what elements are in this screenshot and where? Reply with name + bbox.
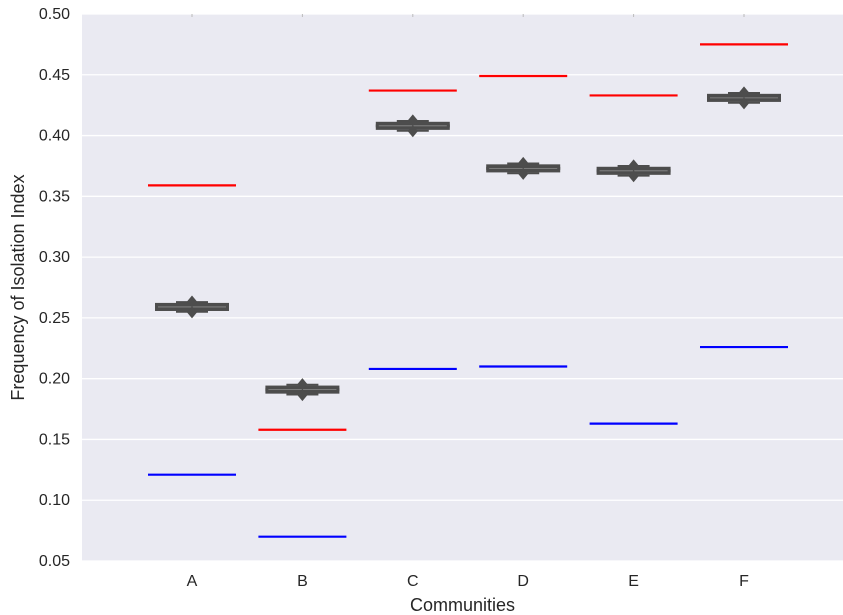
x-tick-label: B (297, 573, 308, 590)
y-tick-label: 0.10 (39, 492, 70, 509)
box-d (486, 156, 561, 180)
box-b (265, 378, 340, 402)
y-axis-title: Frequency of Isolation Index (8, 174, 28, 400)
x-tick-label: D (517, 573, 529, 590)
x-tick-label: F (739, 573, 749, 590)
y-axis-ticks: 0.05 0.10 0.15 0.20 0.25 0.30 0.35 0.40 0.45 0.50 (39, 6, 70, 570)
y-tick-label: 0.05 (39, 553, 70, 570)
boxes (155, 86, 781, 402)
x-tick-label: E (628, 573, 639, 590)
y-tick-label: 0.40 (39, 128, 70, 145)
box-e (596, 159, 671, 183)
y-tick-label: 0.15 (39, 431, 70, 448)
outlier-low (518, 167, 529, 180)
x-axis-ticks: A B C D E F (187, 14, 749, 590)
outlier-high (187, 295, 197, 308)
y-tick-label: 0.35 (39, 188, 70, 205)
x-tick-label: C (407, 573, 419, 590)
plot-background (82, 14, 843, 561)
outlier-high (407, 114, 418, 127)
box-a (155, 295, 229, 319)
y-tick-label: 0.25 (39, 310, 70, 327)
x-axis-title: Communities (410, 595, 515, 615)
box-f (707, 86, 781, 110)
outlier-high (297, 378, 308, 391)
y-tick-label: 0.30 (39, 249, 70, 266)
outlier-low (407, 125, 418, 138)
reference-lines (148, 43, 788, 538)
outlier-low (297, 389, 308, 402)
outlier-high (739, 86, 749, 99)
y-tick-label: 0.50 (39, 6, 70, 23)
x-tick-label: A (187, 573, 198, 590)
outlier-low (739, 97, 749, 110)
outlier-high (518, 156, 529, 169)
y-tick-label: 0.45 (39, 67, 70, 84)
grid-lines (82, 13, 843, 562)
outlier-high (628, 159, 639, 172)
outlier-low (628, 170, 639, 183)
outlier-low (187, 306, 197, 319)
box-c (375, 114, 450, 138)
y-tick-label: 0.20 (39, 371, 70, 388)
